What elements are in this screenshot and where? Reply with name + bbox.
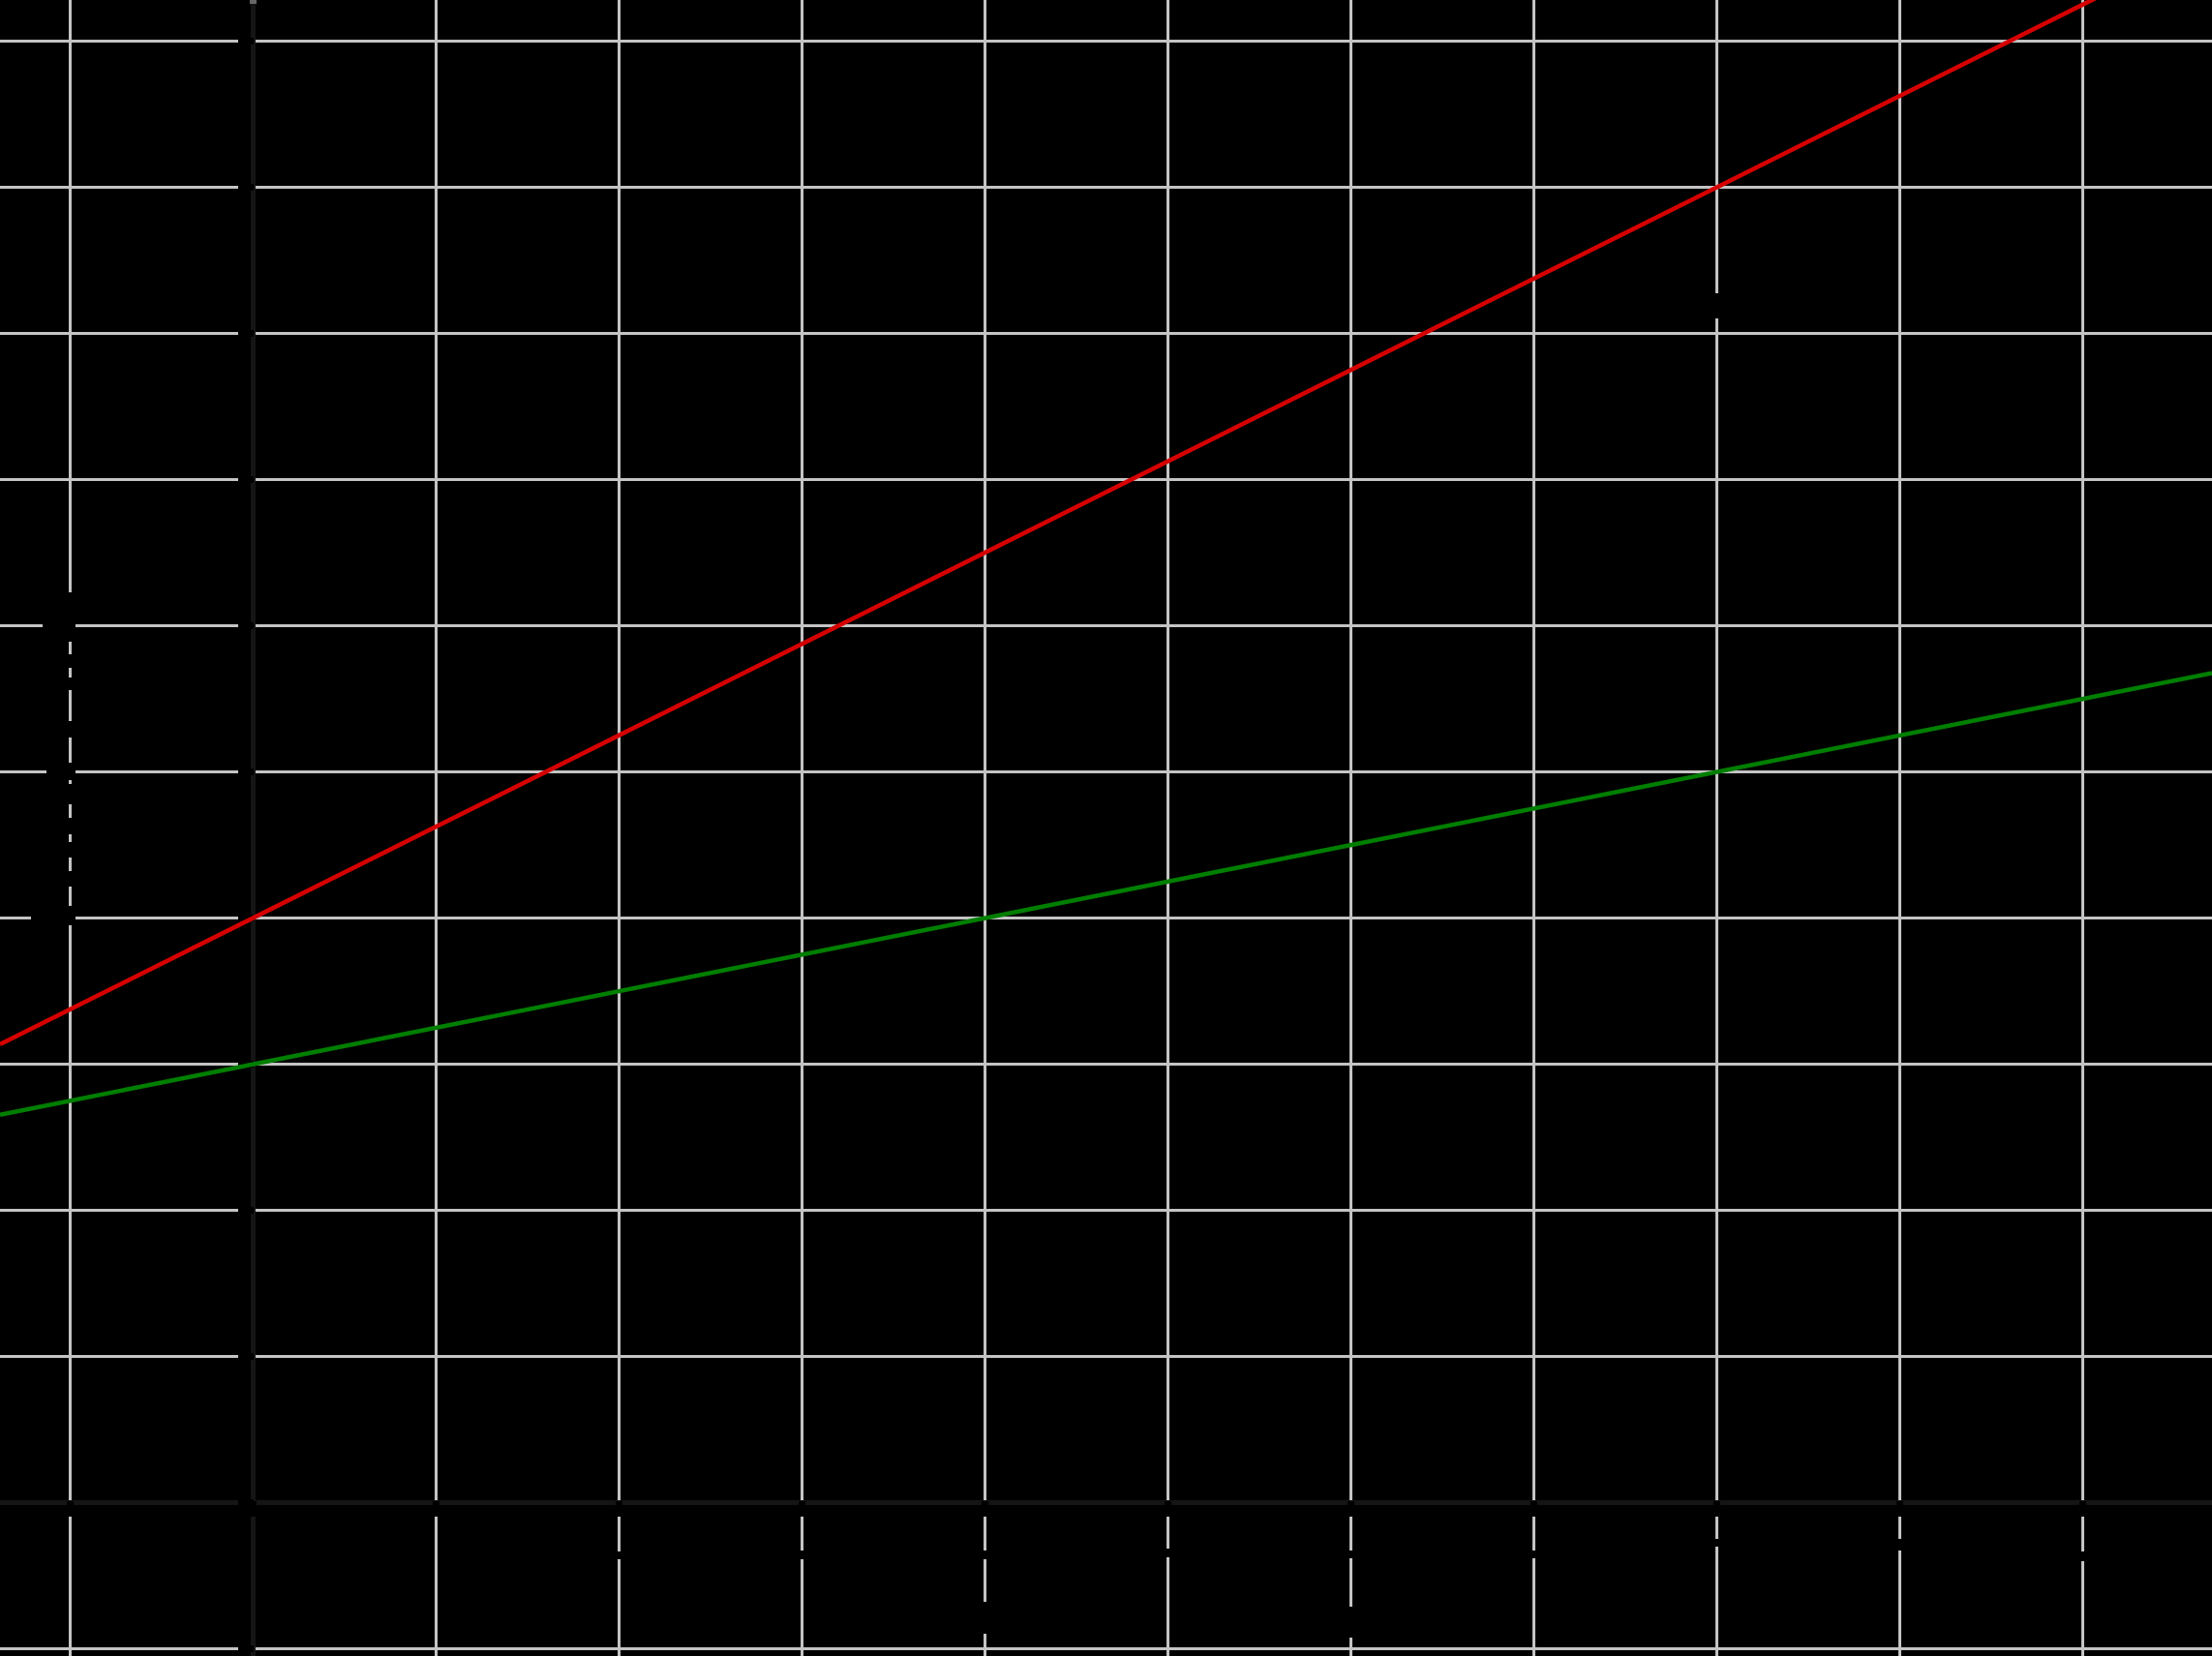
y-axis-title-fragment	[43, 611, 76, 631]
y-axis-title-fragment	[64, 818, 76, 834]
y-axis-tick	[238, 1353, 254, 1361]
y-axis-tick	[238, 38, 254, 45]
gridline-horizontal	[0, 1647, 2212, 1651]
gridline-vertical	[617, 0, 621, 1656]
x-axis-title-fragment	[1345, 1607, 1356, 1638]
y-axis-tick	[238, 1645, 254, 1653]
y-axis-tick	[238, 184, 254, 192]
y-axis-tick	[238, 330, 254, 338]
red-line-series	[0, 0, 2097, 1047]
gridline-horizontal	[0, 624, 2212, 628]
x-tick-label-fragment	[1894, 1539, 1905, 1551]
x-tick-label-fragment	[1162, 1549, 1173, 1557]
x-tick-label-fragment	[613, 1551, 624, 1559]
gridline-horizontal	[0, 40, 2212, 44]
x-axis-tick	[1347, 1500, 1354, 1517]
x-axis-tick	[615, 1500, 622, 1517]
x-tick-label-fragment	[2076, 1551, 2088, 1561]
gridline-vertical	[1897, 0, 1901, 1656]
gridline-horizontal	[0, 1209, 2212, 1213]
y-axis-arrow-tip	[250, 0, 257, 4]
x-tick-label-fragment	[979, 1551, 990, 1559]
y-axis-title-fragment	[31, 906, 76, 925]
x-axis-tick	[249, 1500, 257, 1517]
y-axis-tick	[238, 622, 254, 630]
x-axis-tick	[798, 1500, 805, 1517]
gridline-horizontal	[0, 478, 2212, 482]
x-axis-tick	[66, 1500, 74, 1517]
x-axis-tick	[1164, 1500, 1171, 1517]
y-axis-title-fragment	[64, 721, 76, 738]
x-tick-label-fragment	[1711, 1539, 1722, 1547]
y-axis-tick	[238, 768, 254, 776]
gridline-vertical	[1531, 0, 1535, 1656]
y-axis-title-fragment	[64, 654, 76, 668]
x-axis-title-fragment	[979, 1602, 990, 1634]
green-line-series	[0, 671, 2212, 1118]
y-axis-title-fragment	[46, 763, 76, 780]
red-line-label-fragment	[1712, 293, 1723, 318]
y-axis-title-fragment	[64, 842, 76, 858]
y-axis-tick	[238, 1207, 254, 1215]
y-axis-title-fragment	[64, 784, 76, 804]
x-tick-label-fragment	[1528, 1551, 1539, 1558]
x-tick-label-fragment	[1345, 1551, 1356, 1558]
gridline-vertical	[1714, 0, 1718, 1656]
x-axis-tick	[1712, 1500, 1720, 1517]
y-axis-title-fragment	[64, 592, 76, 611]
gridline-horizontal	[0, 1355, 2212, 1359]
gridline-vertical	[1166, 0, 1169, 1656]
x-tick-label-fragment	[796, 1551, 807, 1559]
y-axis-title-fragment	[64, 871, 76, 887]
x-axis-tick	[2078, 1500, 2086, 1517]
gridline-horizontal	[0, 186, 2212, 190]
gridline-vertical	[2080, 0, 2084, 1656]
x-axis-tick	[1895, 1500, 1903, 1517]
x-axis-tick	[432, 1500, 439, 1517]
y-axis-line	[250, 0, 256, 1656]
gridline-vertical	[983, 0, 986, 1656]
y-axis-title-fragment	[64, 631, 76, 642]
gridline-horizontal	[0, 1063, 2212, 1067]
gridline-horizontal	[0, 770, 2212, 774]
y-axis-title-fragment	[64, 677, 76, 690]
x-axis-line	[0, 1500, 2212, 1506]
x-axis-tick	[981, 1500, 988, 1517]
gridline-vertical	[1348, 0, 1352, 1656]
y-axis-tick	[238, 1499, 254, 1507]
gridline-horizontal	[0, 332, 2212, 336]
y-axis-tick	[238, 476, 254, 484]
gridline-horizontal	[0, 917, 2212, 920]
y-axis-tick	[238, 915, 254, 922]
x-axis-tick	[1530, 1500, 1537, 1517]
gridline-vertical	[800, 0, 803, 1656]
